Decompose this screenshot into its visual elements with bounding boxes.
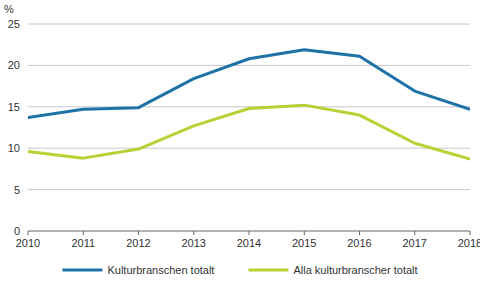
- x-tick-label: 2016: [347, 237, 371, 249]
- legend-swatch: [248, 269, 288, 272]
- y-tick-label: 25: [8, 18, 20, 30]
- x-tick-label: 2012: [126, 237, 150, 249]
- x-tick-label: 2014: [237, 237, 261, 249]
- x-tick: [414, 231, 415, 235]
- x-tick-label: 2017: [403, 237, 427, 249]
- legend-swatch: [62, 269, 102, 272]
- grid-line: [28, 189, 470, 190]
- y-tick-label: 10: [8, 142, 20, 154]
- series-line: [28, 105, 470, 159]
- x-tick: [28, 231, 29, 235]
- x-tick-label: 2010: [16, 237, 40, 249]
- chart-container: 0 5 10 15 20 25 2010 2011 2012 2013 2014 2015 2016 20…: [0, 0, 480, 288]
- x-tick-label: 2015: [292, 237, 316, 249]
- x-tick: [304, 231, 305, 235]
- x-tick-label: 2018: [458, 237, 480, 249]
- y-tick-label: 5: [14, 184, 20, 196]
- x-tick: [138, 231, 139, 235]
- x-tick: [193, 231, 194, 235]
- grid-line: [28, 148, 470, 149]
- chart-svg: 0 5 10 15 20 25 2010 2011 2012 2013 2014 2015 2016 20…: [0, 0, 480, 288]
- x-tick-label: 2013: [182, 237, 206, 249]
- grid-line: [28, 65, 470, 66]
- x-tick: [83, 231, 84, 235]
- y-tick-label: 15: [8, 101, 20, 113]
- legend-label: Kulturbranschen totalt: [107, 264, 214, 276]
- y-tick-label: 20: [8, 59, 20, 71]
- legend: Kulturbranschen totalt Alla kulturbransch…: [62, 264, 417, 276]
- y-axis-label: %: [4, 3, 14, 15]
- x-tick: [249, 231, 250, 235]
- legend-label: Alla kulturbranscher totalt: [293, 264, 417, 276]
- y-tick-label: 0: [14, 225, 20, 237]
- x-tick: [359, 231, 360, 235]
- x-tick: [470, 231, 471, 235]
- grid-line: [28, 24, 470, 25]
- x-tick-label: 2011: [71, 237, 95, 249]
- series-group: [28, 50, 470, 159]
